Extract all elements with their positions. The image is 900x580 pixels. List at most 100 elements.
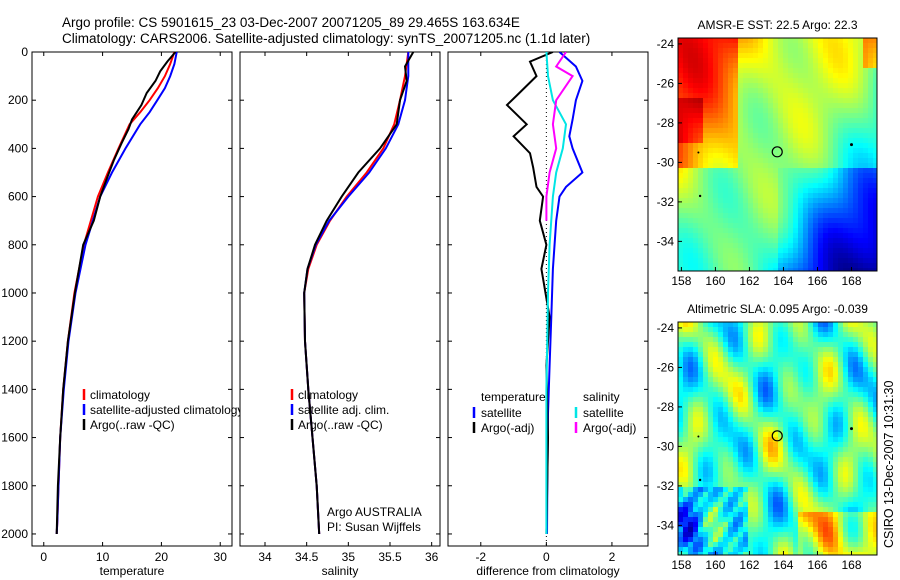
map-cell	[813, 133, 819, 139]
map-cell	[723, 173, 729, 179]
map-cell	[848, 437, 854, 443]
map-x-tick-label: 162	[739, 558, 759, 572]
map-cell	[773, 342, 779, 348]
map-cell	[778, 342, 784, 348]
map-cell	[733, 253, 739, 259]
map-cell	[823, 88, 829, 94]
map-cell	[803, 417, 809, 423]
map-cell	[873, 542, 878, 548]
map-cell	[718, 507, 724, 513]
map-cell	[738, 138, 744, 144]
map-cell	[723, 178, 729, 184]
map-cell	[713, 502, 719, 508]
map-cell	[853, 233, 859, 239]
map-cell	[778, 377, 784, 383]
map-cell	[833, 427, 839, 433]
map-cell	[803, 392, 809, 398]
map-cell	[828, 422, 834, 428]
map-cell	[783, 158, 789, 164]
map-cell	[723, 472, 729, 478]
map-cell	[758, 98, 764, 104]
map-cell	[858, 253, 864, 259]
map-cell	[853, 497, 859, 503]
map-cell	[753, 362, 759, 368]
map-cell	[838, 228, 844, 234]
map-cell	[793, 178, 799, 184]
map-cell	[808, 38, 814, 44]
map-cell	[808, 322, 814, 328]
map-cell	[833, 467, 839, 473]
map-cell	[768, 168, 774, 174]
map-cell	[713, 472, 719, 478]
map-cell	[693, 467, 699, 473]
map-cell	[718, 208, 724, 214]
map-cell	[683, 487, 689, 493]
map-cell	[733, 118, 739, 124]
map-cell	[708, 243, 714, 249]
map-cell	[783, 203, 789, 209]
map-cell	[683, 382, 689, 388]
map-cell	[868, 113, 874, 119]
map-cell	[743, 123, 749, 129]
map-cell	[778, 497, 784, 503]
map-cell	[763, 203, 769, 209]
map-cell	[863, 188, 869, 194]
map-cell	[758, 477, 764, 483]
map-cell	[718, 487, 724, 493]
map-cell	[718, 123, 724, 129]
map-cell	[843, 128, 849, 134]
map-cell	[778, 88, 784, 94]
map-cell	[758, 163, 764, 169]
map-cell	[803, 407, 809, 413]
map-cell	[718, 148, 724, 154]
map-cell	[838, 198, 844, 204]
map-cell	[708, 238, 714, 244]
map-cell	[678, 417, 684, 423]
map-cell	[773, 98, 779, 104]
map-cell	[813, 148, 819, 154]
map-cell	[828, 153, 834, 159]
map-cell	[713, 128, 719, 134]
map-cell	[733, 507, 739, 513]
map-cell	[733, 143, 739, 149]
map-cell	[753, 163, 759, 169]
map-cell	[843, 362, 849, 368]
map-cell	[858, 522, 864, 528]
map-cell	[708, 168, 714, 174]
map-cell	[743, 103, 749, 109]
map-cell	[818, 327, 824, 333]
map-cell	[763, 63, 769, 69]
map-cell	[793, 462, 799, 468]
map-cell	[743, 228, 749, 234]
map-cell	[678, 193, 684, 199]
map-cell	[873, 133, 878, 139]
map-cell	[738, 327, 744, 333]
map-cell	[803, 83, 809, 89]
map-cell	[828, 233, 834, 239]
map-cell	[798, 367, 804, 373]
map-cell	[803, 153, 809, 159]
map-cell	[778, 417, 784, 423]
map-cell	[758, 482, 764, 488]
map-cell	[688, 407, 694, 413]
map-cell	[783, 228, 789, 234]
map-cell	[718, 527, 724, 533]
map-cell	[763, 168, 769, 174]
map-cell	[773, 522, 779, 528]
map-cell	[758, 512, 764, 518]
y-tick-label: 0	[21, 45, 28, 59]
map-cell	[763, 173, 769, 179]
map-cell	[798, 332, 804, 338]
map-cell	[858, 322, 864, 328]
map-cell	[808, 342, 814, 348]
map-cell	[748, 422, 754, 428]
map-cell	[748, 412, 754, 418]
map-cell	[693, 123, 699, 129]
map-cell	[828, 462, 834, 468]
map-cell	[868, 552, 874, 556]
map-cell	[783, 103, 789, 109]
map-cell	[763, 502, 769, 508]
map-cell	[788, 392, 794, 398]
map-cell	[798, 43, 804, 49]
map-cell	[718, 153, 724, 159]
